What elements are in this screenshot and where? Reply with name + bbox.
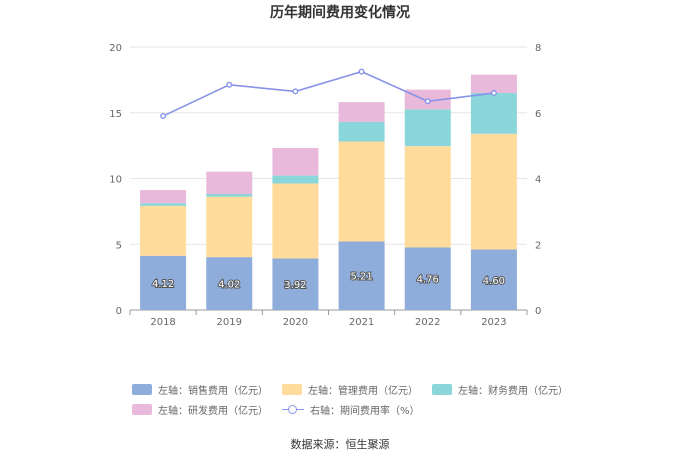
bar-segment xyxy=(206,171,253,195)
legend-label-rate: 右轴：期间费用率（%） xyxy=(310,405,420,417)
bar-segment xyxy=(404,109,451,147)
y-left-tick-label: 20 xyxy=(109,43,122,54)
rate-line xyxy=(162,70,495,117)
bar-segment xyxy=(206,196,253,258)
y-left-tick-label: 15 xyxy=(109,109,122,120)
bar-segment xyxy=(470,93,517,134)
bar-segment xyxy=(272,258,319,310)
bar-segment xyxy=(404,247,451,310)
y-right-tick-label: 8 xyxy=(535,43,541,54)
x-tick-label: 2018 xyxy=(150,317,175,328)
y-right-tick-label: 4 xyxy=(535,175,541,186)
chart-legend: 左轴：销售费用（亿元） 左轴：管理费用（亿元） 左轴：财务费用（亿元） 左轴：研… xyxy=(132,379,568,419)
bar-segment xyxy=(140,190,187,204)
x-tick-label: 2019 xyxy=(217,317,242,328)
legend-label-rnd: 左轴：研发费用（亿元） xyxy=(158,405,268,417)
rate-point xyxy=(292,88,299,95)
x-tick-label: 2020 xyxy=(283,317,308,328)
x-tick-label: 2022 xyxy=(415,317,440,328)
bar-segment xyxy=(140,205,187,256)
bar-value-label: 4.12 xyxy=(152,279,174,290)
bar-segment xyxy=(470,74,517,94)
legend-item-finance[interactable]: 左轴：财务费用（亿元） xyxy=(432,382,568,397)
bar-segment xyxy=(470,133,517,250)
legend-label-finance: 左轴：财务费用（亿元） xyxy=(458,385,568,397)
bar-value-label: 4.02 xyxy=(218,280,240,291)
bar-value-label: 3.92 xyxy=(284,280,306,291)
bar-segment xyxy=(140,203,187,206)
rate-point xyxy=(226,81,233,88)
bar-segment xyxy=(272,175,319,184)
bar-segment xyxy=(338,102,385,122)
x-tick-label: 2021 xyxy=(349,317,374,328)
chart-plot: 0 5 10 15 20 0 2 4 6 8 2018 2019 2020 2021 2022 2023 4.1… xyxy=(109,43,541,328)
y-left-tick-label: 0 xyxy=(116,306,122,317)
legend-swatch-finance xyxy=(432,383,452,395)
rate-point xyxy=(358,68,365,75)
y-left-tick-label: 5 xyxy=(116,240,122,251)
y-left-tick-label: 10 xyxy=(109,175,122,186)
bar-segment xyxy=(338,141,385,242)
bar-segment xyxy=(140,255,187,310)
legend-item-admin[interactable]: 左轴：管理费用（亿元） xyxy=(282,382,418,397)
bar-segment xyxy=(338,241,385,310)
x-tick-label: 2023 xyxy=(481,317,506,328)
legend-item-rate[interactable]: 右轴：期间费用率（%） xyxy=(282,402,420,417)
bar-segment xyxy=(338,121,385,142)
legend-swatch-rnd xyxy=(132,403,152,415)
legend-item-sales[interactable]: 左轴：销售费用（亿元） xyxy=(132,382,268,397)
legend-swatch-rate xyxy=(282,404,304,415)
bar-value-label: 4.76 xyxy=(417,275,439,286)
bar-segment xyxy=(404,146,451,248)
bar-segment xyxy=(272,183,319,259)
bar-segment xyxy=(206,194,253,197)
y-right-tick-label: 2 xyxy=(535,240,541,251)
rate-point xyxy=(490,90,497,97)
bar-segment xyxy=(272,147,319,176)
bar-segment xyxy=(470,249,517,310)
legend-item-rnd[interactable]: 左轴：研发费用（亿元） xyxy=(132,402,268,417)
rate-point xyxy=(160,113,167,120)
rate-point xyxy=(424,98,431,105)
bar-value-label: 5.21 xyxy=(350,272,372,283)
legend-label-sales: 左轴：销售费用（亿元） xyxy=(158,385,268,397)
bar-value-label: 4.60 xyxy=(483,276,505,287)
data-source-note: 数据来源：恒生聚源 xyxy=(290,438,390,451)
legend-label-admin: 左轴：管理费用（亿元） xyxy=(308,385,418,397)
y-right-tick-label: 6 xyxy=(535,109,541,120)
bar-segment xyxy=(206,257,253,310)
chart-title: 历年期间费用变化情况 xyxy=(270,5,410,21)
legend-swatch-admin xyxy=(282,383,302,395)
legend-swatch-sales xyxy=(132,383,152,395)
y-right-tick-label: 0 xyxy=(535,306,541,317)
